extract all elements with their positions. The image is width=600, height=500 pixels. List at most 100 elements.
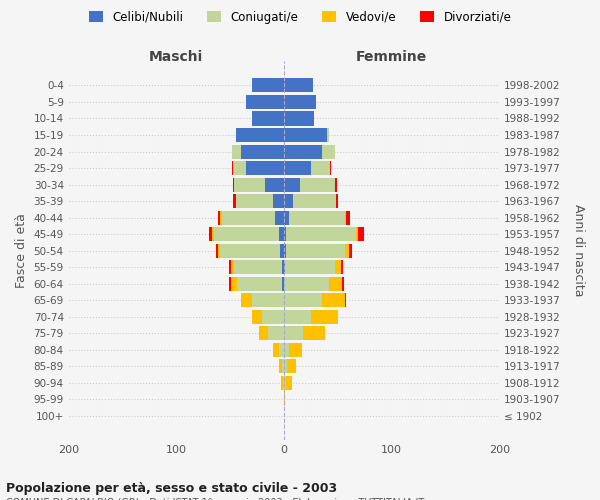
Bar <box>282 276 284 290</box>
Bar <box>293 194 335 208</box>
Bar <box>212 227 214 241</box>
Bar <box>231 260 235 274</box>
Bar <box>233 178 235 192</box>
Bar <box>278 360 282 374</box>
Bar <box>304 326 325 340</box>
Bar <box>341 260 343 274</box>
Bar <box>284 343 289 357</box>
Bar <box>280 244 284 258</box>
Bar <box>209 227 212 241</box>
Bar <box>346 244 349 258</box>
Bar <box>300 178 335 192</box>
Bar <box>268 326 284 340</box>
Bar <box>284 376 286 390</box>
Bar <box>282 360 284 374</box>
Bar <box>246 161 284 175</box>
Bar <box>281 376 283 390</box>
Bar <box>329 276 342 290</box>
Bar <box>246 95 284 109</box>
Bar <box>356 227 358 241</box>
Bar <box>284 178 300 192</box>
Bar <box>278 343 284 357</box>
Bar <box>346 210 350 224</box>
Bar <box>284 244 286 258</box>
Bar <box>327 128 329 142</box>
Bar <box>231 276 236 290</box>
Bar <box>251 293 284 308</box>
Bar <box>241 144 284 158</box>
Bar <box>284 78 313 92</box>
Bar <box>251 78 284 92</box>
Bar <box>330 161 331 175</box>
Bar <box>284 161 311 175</box>
Bar <box>275 210 284 224</box>
Bar <box>284 293 322 308</box>
Bar <box>284 310 311 324</box>
Bar <box>284 144 322 158</box>
Bar <box>278 227 284 241</box>
Bar <box>236 128 284 142</box>
Bar <box>349 244 352 258</box>
Bar <box>282 260 284 274</box>
Legend: Celibi/Nubili, Coniugati/e, Vedovi/e, Divorziati/e: Celibi/Nubili, Coniugati/e, Vedovi/e, Di… <box>84 6 516 28</box>
Bar <box>232 144 241 158</box>
Bar <box>218 244 220 258</box>
Bar <box>214 227 278 241</box>
Bar <box>335 178 337 192</box>
Bar <box>284 112 314 126</box>
Bar <box>273 343 278 357</box>
Bar <box>232 161 233 175</box>
Bar <box>220 210 221 224</box>
Bar <box>342 276 344 290</box>
Bar <box>284 392 285 406</box>
Bar <box>289 210 346 224</box>
Bar <box>229 260 231 274</box>
Bar <box>285 260 335 274</box>
Bar <box>221 210 275 224</box>
Bar <box>233 194 236 208</box>
Bar <box>265 178 284 192</box>
Bar <box>286 376 292 390</box>
Bar <box>284 326 304 340</box>
Bar <box>358 227 364 241</box>
Bar <box>284 210 289 224</box>
Y-axis label: Fasce di età: Fasce di età <box>15 213 28 288</box>
Text: COMUNE DI CAPALBIO (GR) - Dati ISTAT 1° gennaio 2003 - Elaborazione TUTTITALIA.I: COMUNE DI CAPALBIO (GR) - Dati ISTAT 1° … <box>6 498 424 500</box>
Bar <box>218 210 220 224</box>
Bar <box>284 227 286 241</box>
Bar <box>322 293 346 308</box>
Bar <box>235 178 265 192</box>
Bar <box>286 227 356 241</box>
Bar <box>251 112 284 126</box>
Bar <box>259 326 268 340</box>
Bar <box>216 244 218 258</box>
Bar <box>289 343 302 357</box>
Y-axis label: Anni di nascita: Anni di nascita <box>572 204 585 297</box>
Bar <box>284 194 293 208</box>
Bar <box>284 260 285 274</box>
Bar <box>311 161 330 175</box>
Bar <box>335 260 341 274</box>
Bar <box>286 244 346 258</box>
Bar <box>229 276 231 290</box>
Text: Maschi: Maschi <box>149 50 203 64</box>
Bar <box>273 194 284 208</box>
Bar <box>335 194 338 208</box>
Bar <box>236 194 273 208</box>
Bar <box>220 244 280 258</box>
Bar <box>284 95 316 109</box>
Bar <box>283 376 284 390</box>
Bar <box>241 293 251 308</box>
Bar <box>287 360 296 374</box>
Bar <box>284 276 329 290</box>
Bar <box>284 128 327 142</box>
Bar <box>262 310 284 324</box>
Bar <box>251 310 262 324</box>
Text: Popolazione per età, sesso e stato civile - 2003: Popolazione per età, sesso e stato civil… <box>6 482 337 495</box>
Bar <box>284 360 287 374</box>
Bar <box>236 276 282 290</box>
Bar <box>322 144 335 158</box>
Bar <box>233 161 246 175</box>
Bar <box>311 310 338 324</box>
Text: Femmine: Femmine <box>356 50 427 64</box>
